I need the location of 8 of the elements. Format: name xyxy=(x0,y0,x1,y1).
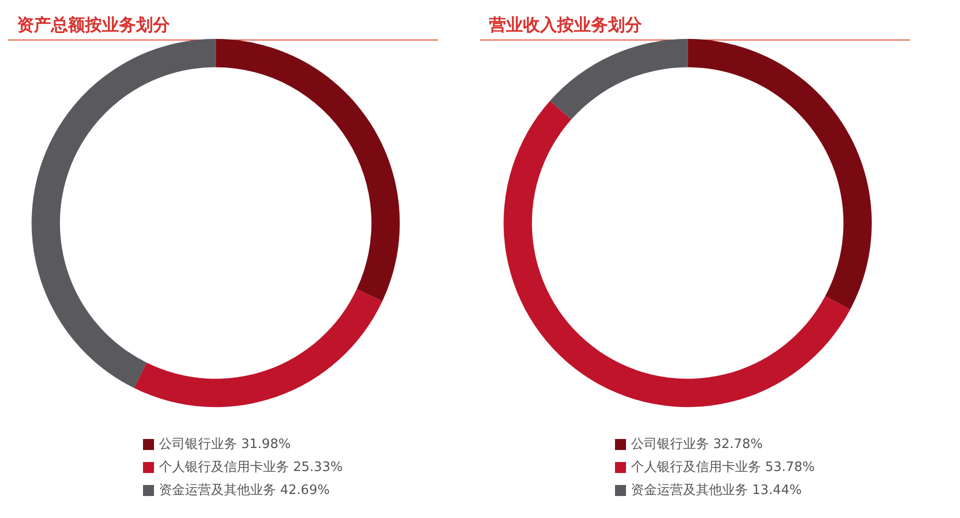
chart-title: 营业收入按业务划分 xyxy=(488,16,643,36)
legend-label: 资金运营及其他业务 42.69% xyxy=(159,483,330,498)
legend-label: 资金运营及其他业务 13.44% xyxy=(631,483,802,498)
legend-label: 公司银行业务 32.78% xyxy=(631,437,763,452)
chart-title: 资产总额按业务划分 xyxy=(17,16,171,36)
legend-label: 个人银行及信用卡业务 25.33% xyxy=(159,460,343,475)
legend-label: 公司银行业务 31.98% xyxy=(159,437,291,452)
legend-label: 个人银行及信用卡业务 53.78% xyxy=(631,460,815,475)
